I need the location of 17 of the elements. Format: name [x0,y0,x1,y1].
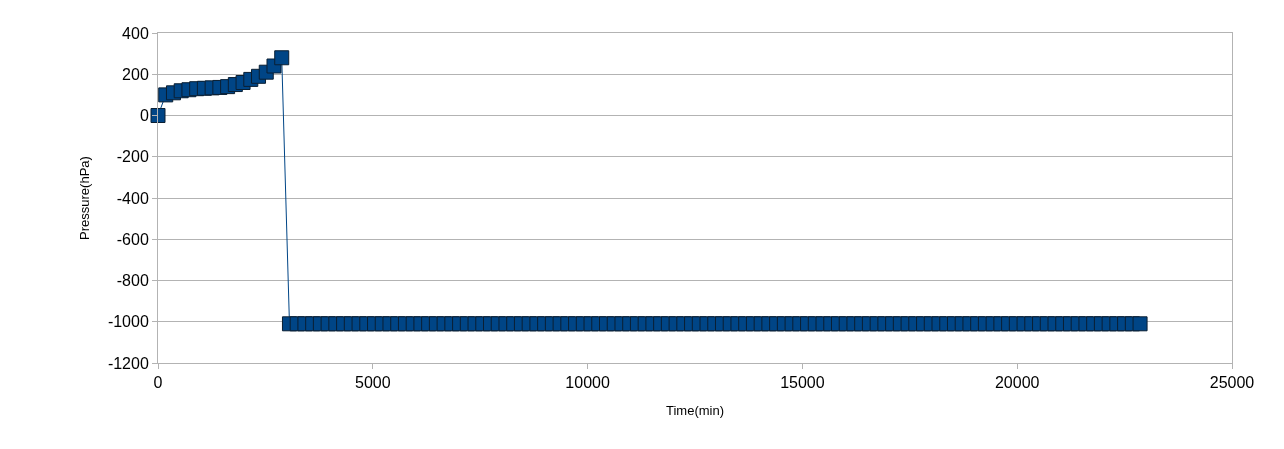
x-tick-label: 20000 [994,374,1040,392]
y-tick-label: 400 [122,24,149,42]
y-tick-label: -600 [116,230,149,248]
y-tick-label: -1200 [107,354,149,372]
y-tick-label: -400 [116,189,149,207]
x-tick-label: 15000 [780,374,825,392]
y-tick-label: -1000 [107,313,149,331]
y-tick-label: -800 [116,272,149,290]
y-axis-title: Pressure(hPa) [76,156,92,240]
y-tick-label: 200 [122,65,149,83]
y-tick-label: -200 [116,148,149,166]
x-tick-label: 10000 [565,374,610,392]
x-tick-label: 25000 [1209,374,1255,392]
y-tick-label: 0 [139,107,149,125]
x-axis-title: Time(min) [665,402,725,418]
x-tick-label: 5000 [355,374,391,392]
x-tick-label: 0 [153,374,163,392]
